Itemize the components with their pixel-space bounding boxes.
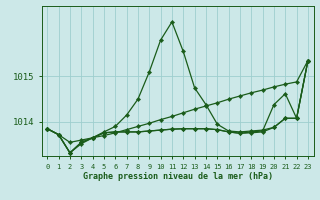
X-axis label: Graphe pression niveau de la mer (hPa): Graphe pression niveau de la mer (hPa) — [83, 172, 273, 181]
